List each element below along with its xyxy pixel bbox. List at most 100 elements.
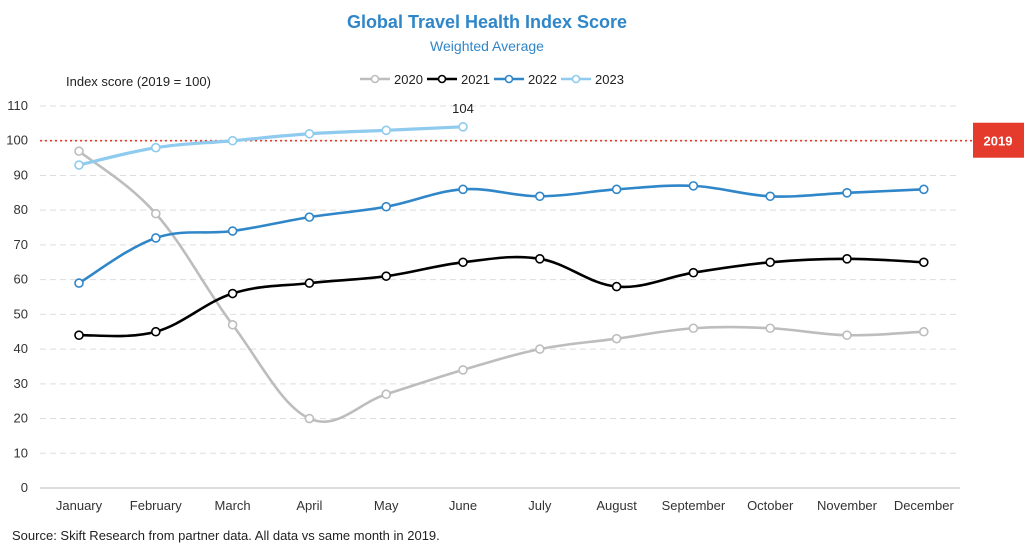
series-line-2022 xyxy=(77,184,926,285)
reference-badge-label: 2019 xyxy=(984,134,1013,149)
x-tick-label: July xyxy=(528,498,552,513)
legend: 2020 2021 2022 2023 xyxy=(360,72,624,87)
chart-subtitle: Weighted Average xyxy=(430,38,544,54)
data-point xyxy=(458,257,468,268)
y-tick-label: 20 xyxy=(14,411,28,426)
data-point xyxy=(534,191,545,202)
legend-marker xyxy=(370,74,380,84)
y-tick-label: 90 xyxy=(14,167,28,182)
y-tick-label: 40 xyxy=(14,341,28,356)
series-2020 xyxy=(74,146,929,424)
legend-item-2020: 2020 xyxy=(360,72,423,87)
series-lines xyxy=(74,122,929,424)
x-axis-ticks: January February March April May June July Augu… xyxy=(56,498,955,513)
legend-label: 2021 xyxy=(461,72,490,87)
data-point xyxy=(918,326,929,337)
legend-item-2023: 2023 xyxy=(561,72,624,87)
data-point xyxy=(611,184,622,195)
data-point xyxy=(304,212,315,222)
data-point xyxy=(918,257,929,268)
source-note: Source: Skift Research from partner data… xyxy=(12,528,440,543)
series-2021 xyxy=(74,253,929,341)
x-tick-label: April xyxy=(296,498,322,513)
legend-marker xyxy=(571,74,581,84)
data-point xyxy=(842,330,852,341)
data-point xyxy=(381,271,392,281)
data-point xyxy=(458,122,468,132)
y-tick-label: 0 xyxy=(21,480,28,495)
x-tick-label: December xyxy=(894,498,955,513)
y-tick-label: 10 xyxy=(14,445,28,460)
data-point xyxy=(381,125,392,136)
data-point xyxy=(227,319,238,330)
data-point xyxy=(458,365,468,375)
data-point xyxy=(227,288,238,299)
x-tick-label: October xyxy=(747,498,794,513)
data-point xyxy=(304,278,315,288)
y-tick-label: 30 xyxy=(14,376,28,391)
y-axis-label: Index score (2019 = 100) xyxy=(66,74,211,89)
data-point xyxy=(151,233,161,243)
data-point xyxy=(227,135,238,146)
data-point xyxy=(611,281,622,292)
series-line-2023 xyxy=(77,125,465,167)
legend-item-2022: 2022 xyxy=(494,72,557,87)
data-point xyxy=(74,278,84,288)
data-point xyxy=(534,253,545,264)
x-tick-label: June xyxy=(449,498,477,513)
data-point xyxy=(151,142,161,153)
data-point xyxy=(304,128,315,139)
data-point xyxy=(688,267,699,278)
x-tick-label: November xyxy=(817,498,878,513)
y-axis-ticks: 0 10 20 30 40 50 60 70 80 90 100 110 xyxy=(6,98,28,495)
data-point xyxy=(381,201,392,212)
legend-marker xyxy=(437,74,447,84)
data-label: 104 xyxy=(452,101,474,116)
data-point xyxy=(688,181,699,191)
data-point xyxy=(74,160,84,170)
data-point xyxy=(74,146,84,156)
series-2022 xyxy=(74,181,929,288)
data-point xyxy=(918,184,929,195)
x-tick-label: February xyxy=(130,498,183,513)
data-point xyxy=(151,208,161,219)
x-tick-label: March xyxy=(215,498,251,513)
data-point xyxy=(611,333,622,344)
x-tick-label: September xyxy=(662,498,726,513)
y-tick-label: 50 xyxy=(14,306,28,321)
data-point xyxy=(227,226,238,236)
data-point xyxy=(842,253,852,264)
legend-marker xyxy=(504,74,514,84)
legend-label: 2020 xyxy=(394,72,423,87)
data-point xyxy=(74,330,84,341)
x-tick-label: January xyxy=(56,498,103,513)
data-point xyxy=(842,188,852,198)
series-2023 xyxy=(74,122,468,170)
data-point xyxy=(151,326,161,337)
data-point xyxy=(304,413,315,424)
data-point xyxy=(765,191,776,202)
y-tick-label: 110 xyxy=(7,98,28,113)
y-tick-label: 70 xyxy=(14,237,28,252)
legend-item-2021: 2021 xyxy=(427,72,490,87)
series-line-2021 xyxy=(77,255,926,338)
y-tick-label: 80 xyxy=(14,202,28,217)
data-point xyxy=(534,344,545,354)
data-point xyxy=(765,257,776,268)
data-point xyxy=(688,323,699,334)
data-point xyxy=(765,323,776,334)
data-point xyxy=(458,184,468,195)
reference-badge xyxy=(973,122,1024,158)
x-tick-label: August xyxy=(596,498,637,513)
y-tick-label: 100 xyxy=(6,133,28,148)
legend-label: 2022 xyxy=(528,72,557,87)
reference-line-group: 2019 xyxy=(40,122,1024,158)
data-point xyxy=(381,389,392,400)
annotations: 104 xyxy=(452,101,474,116)
y-tick-label: 60 xyxy=(14,272,28,287)
x-tick-label: May xyxy=(374,498,399,513)
legend-label: 2023 xyxy=(595,72,624,87)
chart-title: Global Travel Health Index Score xyxy=(347,12,627,32)
gridlines xyxy=(40,105,960,489)
